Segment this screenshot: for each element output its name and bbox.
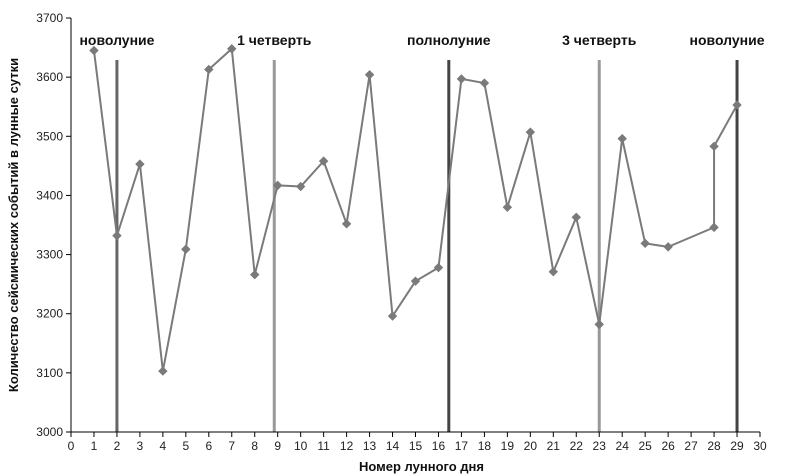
x-tick-label: 30 xyxy=(753,439,767,453)
x-tick-label: 18 xyxy=(478,439,492,453)
data-point-marker xyxy=(548,267,559,277)
x-tick-label: 10 xyxy=(294,439,308,453)
phase-label: полнолуние xyxy=(407,32,491,48)
data-point-marker xyxy=(709,222,719,233)
x-tick-label: 1 xyxy=(91,439,98,453)
x-tick-label: 22 xyxy=(570,439,584,453)
data-point-marker xyxy=(227,44,237,54)
x-tick-label: 11 xyxy=(317,439,330,453)
data-point-marker xyxy=(272,180,283,191)
phase-label: новолуние xyxy=(690,32,765,48)
phase-label: 3 четверть xyxy=(562,32,637,48)
x-tick-label: 16 xyxy=(432,439,446,453)
data-point-marker xyxy=(135,159,145,169)
data-point-marker xyxy=(571,212,581,223)
y-tick-label: 3200 xyxy=(36,307,63,321)
data-point-marker xyxy=(318,156,329,166)
phase-label: новолуние xyxy=(79,32,154,48)
data-point-marker xyxy=(250,269,260,280)
x-tick-label: 12 xyxy=(340,439,354,453)
data-point-marker xyxy=(295,181,306,192)
data-point-marker xyxy=(181,244,191,254)
x-tick-label: 20 xyxy=(524,439,538,453)
y-tick-label: 3300 xyxy=(36,248,63,262)
data-point-marker xyxy=(387,311,398,321)
x-tick-label: 8 xyxy=(251,439,258,453)
y-axis-title: Количество сейсмических событий в лунные… xyxy=(6,58,21,392)
phase-labels-layer: новолуние 1 четверть полнолуние 3 четверть н… xyxy=(79,32,764,48)
x-tick-label: 19 xyxy=(501,439,515,453)
data-point-marker xyxy=(341,219,352,229)
x-tick-label: 2 xyxy=(114,439,121,453)
x-tick-label: 24 xyxy=(616,439,630,453)
y-tick-label: 3100 xyxy=(36,366,63,380)
x-tick-label: 25 xyxy=(638,439,652,453)
data-point-marker xyxy=(709,141,719,152)
x-tick-label: 0 xyxy=(68,439,75,453)
y-tick-label: 3000 xyxy=(36,425,63,439)
data-point-marker xyxy=(479,78,490,88)
data-point-marker xyxy=(732,100,742,110)
x-tick-label: 29 xyxy=(730,439,744,453)
data-point-marker xyxy=(617,133,627,144)
x-tick-label: 21 xyxy=(547,439,561,453)
x-tick-label: 23 xyxy=(593,439,607,453)
x-tick-label: 3 xyxy=(137,439,144,453)
x-tick-label: 26 xyxy=(661,439,675,453)
x-tick-label: 9 xyxy=(274,439,281,453)
data-point-marker xyxy=(89,45,99,56)
data-point-marker xyxy=(525,127,536,137)
y-tick-label: 3500 xyxy=(36,129,63,143)
data-point-marker xyxy=(364,70,375,80)
data-point-marker xyxy=(640,238,650,249)
x-tick-label: 17 xyxy=(455,439,469,453)
x-axis-title: Номер лунного дня xyxy=(359,459,484,474)
data-point-marker xyxy=(204,64,214,75)
data-point-marker xyxy=(663,242,673,252)
x-tick-label: 7 xyxy=(228,439,235,453)
x-tick-label: 6 xyxy=(205,439,212,453)
x-tick-label: 28 xyxy=(707,439,721,453)
series-line xyxy=(92,47,738,373)
x-tick-label: 27 xyxy=(684,439,698,453)
y-tick-label: 3600 xyxy=(36,70,63,84)
x-tick-label: 4 xyxy=(160,439,167,453)
series-layer xyxy=(89,44,742,376)
data-point-marker xyxy=(433,262,444,273)
data-point-marker xyxy=(158,366,168,376)
data-point-marker xyxy=(410,276,421,286)
x-tick-label: 5 xyxy=(182,439,189,453)
y-tick-label: 3700 xyxy=(36,11,63,25)
phase-lines-layer xyxy=(115,60,739,432)
axes-layer xyxy=(70,18,760,433)
x-tick-label: 13 xyxy=(363,439,377,453)
data-point-marker xyxy=(112,230,122,241)
x-tick-label: 15 xyxy=(409,439,423,453)
data-point-marker xyxy=(502,202,513,212)
x-tick-label: 14 xyxy=(386,439,400,453)
data-point-marker xyxy=(594,319,604,330)
y-tick-label: 3400 xyxy=(36,188,63,202)
phase-label: 1 четверть xyxy=(237,32,312,48)
data-point-marker xyxy=(456,74,467,84)
